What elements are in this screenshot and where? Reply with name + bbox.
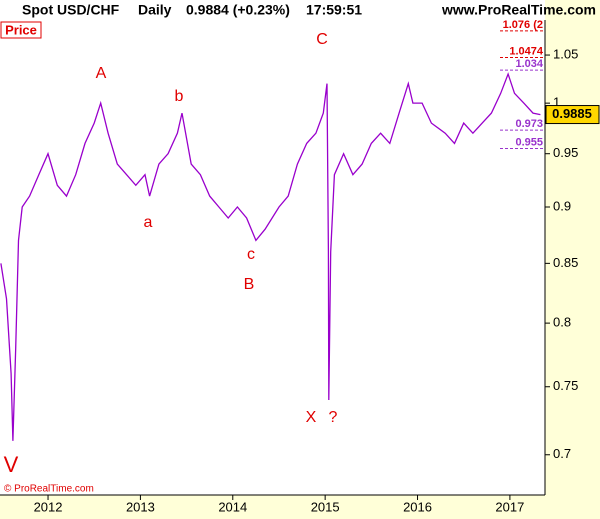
- x-tick-label: 2013: [126, 499, 155, 514]
- interval: Daily: [138, 2, 172, 18]
- y-tick-label: 1.05: [553, 46, 578, 61]
- time: 17:59:51: [306, 2, 362, 18]
- wave-label: C: [316, 31, 328, 48]
- wave-label: a: [144, 214, 153, 231]
- y-tick-label: 0.75: [553, 378, 578, 393]
- last-price-label: 0.9885: [552, 106, 592, 121]
- wave-label: B: [244, 276, 255, 293]
- y-tick-label: 0.85: [553, 255, 578, 270]
- y-tick-label: 0.7: [553, 446, 571, 461]
- x-tick-label: 2017: [495, 499, 524, 514]
- last-price-box: [545, 105, 600, 125]
- x-tick-label: 2016: [403, 499, 432, 514]
- price-line: [0, 72, 541, 441]
- source: www.ProRealTime.com: [441, 2, 596, 18]
- y-tick-label: 0.95: [553, 145, 578, 160]
- x-tick-label: 2014: [218, 499, 247, 514]
- level-label: 0.973: [515, 118, 543, 130]
- level-label: 1.0474: [509, 45, 544, 57]
- y-tick-label: 0.8: [553, 315, 571, 330]
- wave-label: c: [247, 246, 255, 263]
- price-box: [0, 21, 42, 39]
- x-tick-label: 2015: [311, 499, 340, 514]
- y-tick-label: 0.9: [553, 198, 571, 213]
- x-axis-area: [0, 495, 600, 519]
- wave-label: ?: [329, 409, 338, 426]
- copyright: © ProRealTime.com: [4, 484, 94, 495]
- y-label: Price: [5, 22, 37, 37]
- level-label: 0.955: [515, 136, 543, 148]
- level-label: 1.076 (2: [503, 19, 543, 31]
- wave-label: V: [4, 452, 19, 477]
- x-tick-label: 2012: [34, 499, 63, 514]
- wave-label: b: [175, 88, 184, 105]
- wave-label: X: [306, 409, 317, 426]
- chart-title: Spot USD/CHF: [22, 2, 120, 18]
- wave-label: A: [96, 65, 107, 82]
- y-axis-area: [545, 0, 600, 519]
- y-tick-label: 1: [553, 95, 560, 110]
- level-label: 1.034: [515, 58, 543, 70]
- quote: 0.9884 (+0.23%): [186, 2, 290, 18]
